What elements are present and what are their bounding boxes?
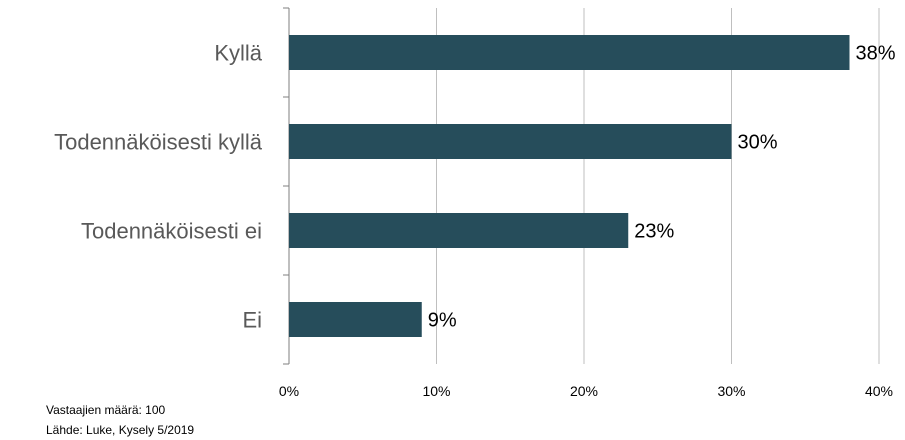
data-label: 38%: [856, 43, 896, 65]
category-label: Ei: [242, 308, 262, 333]
data-label: 23%: [634, 221, 674, 243]
bar: [289, 302, 422, 337]
x-tick-label: 40%: [865, 383, 893, 399]
category-label: Kyllä: [214, 41, 262, 66]
respondent-count-note: Vastaajien määrä: 100: [46, 403, 166, 417]
data-label: 30%: [738, 132, 778, 154]
x-tick-label: 10%: [422, 383, 450, 399]
bar: [289, 35, 850, 70]
source-note: Lähde: Luke, Kysely 5/2019: [46, 423, 195, 437]
category-label: Todennäköisesti ei: [81, 219, 262, 244]
x-tick-label: 30%: [717, 383, 745, 399]
x-tick-label: 20%: [570, 383, 598, 399]
bar: [289, 213, 629, 248]
x-tick-label: 0%: [279, 383, 299, 399]
bar: [289, 124, 732, 159]
data-label: 9%: [428, 310, 457, 332]
category-label: Todennäköisesti kyllä: [54, 130, 263, 155]
